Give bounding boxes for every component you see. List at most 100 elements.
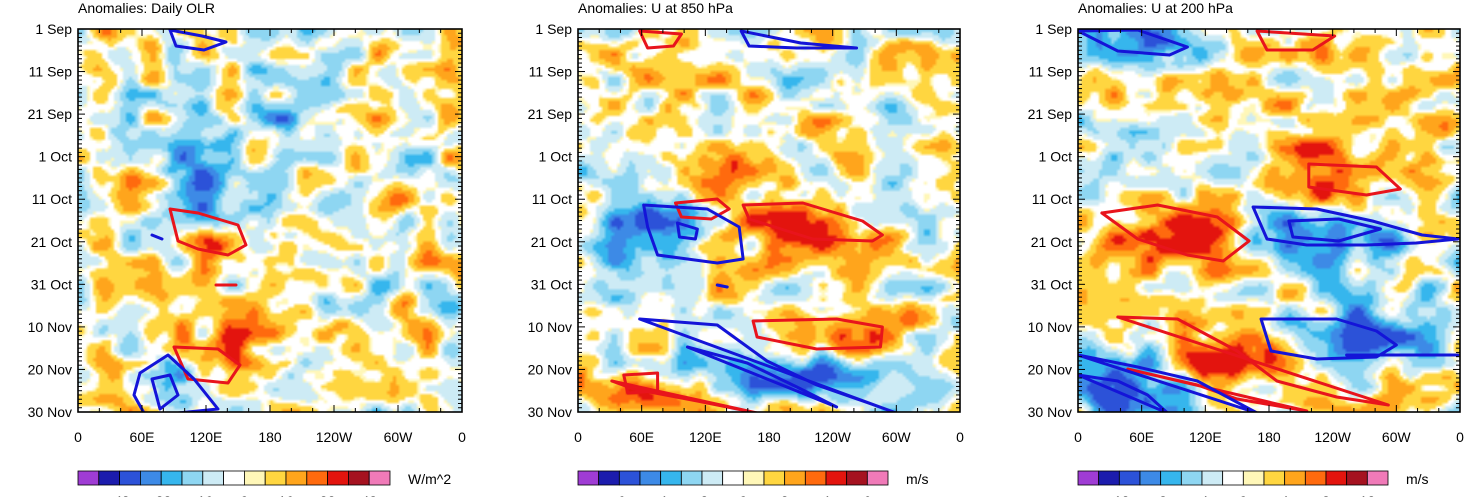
positive-contour (1126, 367, 1309, 412)
negative-contour (1078, 373, 1169, 412)
colorbar-box (1222, 470, 1244, 486)
y-tick-label: 10 Nov (28, 319, 72, 335)
negative-contour (642, 203, 745, 265)
colorbar-box (680, 470, 703, 486)
colorbar-label: -16 (193, 493, 213, 497)
x-tick-label: 0 (458, 429, 466, 445)
colorbar-label: 4 (822, 493, 830, 497)
colorbar-box (598, 470, 620, 486)
colorbar-box (1077, 470, 1100, 486)
colorbar-label: 32 (320, 493, 336, 497)
y-tick-label: 21 Sep (1028, 106, 1073, 122)
x-tick-label: 0 (1456, 429, 1464, 445)
panel-title: Anomalies: U at 850 hPa (578, 0, 733, 16)
y-tick-label: 11 Oct (532, 191, 572, 207)
contour-layer (610, 29, 898, 412)
colorbar-box (1284, 470, 1306, 486)
y-tick-label: 20 Nov (28, 361, 72, 377)
y-tick-label: 31 Oct (1031, 276, 1072, 292)
y-tick-label: 11 Oct (32, 191, 72, 207)
colorbar-box (160, 470, 183, 486)
y-tick-label: 11 Sep (529, 64, 573, 80)
colorbar-box (660, 470, 682, 486)
positive-contour (610, 379, 759, 412)
colorbar-box (639, 470, 662, 486)
colorbar-box (1346, 470, 1368, 486)
colorbar-box (866, 470, 889, 486)
colorbar-label: -32 (151, 493, 171, 497)
x-tick-label: 120E (1189, 429, 1222, 445)
negative-contour (150, 233, 164, 241)
y-tick-label: 1 Oct (539, 149, 573, 165)
y-tick-label: 30 Nov (528, 404, 572, 420)
x-tick-label: 180 (757, 429, 781, 445)
panel-3: 1 Sep 11 Sep 21 Sep 1 Oct 11 Oct 21 Oct 31 Oct… (1028, 0, 1464, 497)
x-tick-label: 60E (629, 429, 654, 445)
x-tick-label: 0 (1074, 429, 1082, 445)
y-tick-label: 10 Nov (528, 319, 572, 335)
x-tick-label: 120W (1314, 429, 1351, 445)
negative-contour (1259, 317, 1398, 361)
negative-contour (675, 221, 699, 241)
colorbar-box (763, 470, 786, 486)
x-tick-label: 60E (130, 429, 155, 445)
positive-contour (673, 197, 731, 221)
x-tick-label: 0 (74, 429, 82, 445)
negative-contour (1251, 205, 1460, 247)
negative-contour (1078, 353, 1259, 412)
colorbar-box (327, 470, 349, 486)
negative-contour (638, 317, 898, 412)
colorbar-box (742, 470, 765, 486)
colorbar-box (264, 470, 287, 486)
y-tick-label: 20 Nov (1028, 361, 1072, 377)
x-tick-label: 180 (1257, 429, 1281, 445)
x-tick-label: 120E (190, 429, 223, 445)
colorbar-box (577, 470, 600, 486)
y-tick-label: 21 Oct (531, 234, 572, 250)
colorbar-box (1325, 470, 1348, 486)
colorbar-label: 8 (1322, 493, 1330, 497)
y-tick-label: 10 Nov (1028, 319, 1072, 335)
colorbar-label: -8 (1154, 493, 1167, 497)
x-tick-label: 0 (574, 429, 582, 445)
negative-contour (685, 345, 839, 409)
contour-layer (1078, 29, 1460, 412)
colorbar-box (1139, 470, 1162, 486)
y-tick-label: 1 Sep (35, 21, 72, 37)
y-tick-label: 1 Sep (535, 21, 572, 37)
y-tick-label: 21 Oct (1031, 234, 1072, 250)
colorbar-units: W/m^2 (408, 471, 451, 487)
positive-contour (168, 207, 248, 257)
y-tick-label: 21 Sep (28, 106, 73, 122)
colorbar-label: -48 (109, 493, 129, 497)
y-tick-label: 1 Sep (1035, 21, 1072, 37)
colorbar-label: -4 (654, 493, 667, 497)
colorbar-box (285, 470, 308, 486)
negative-contour (150, 373, 180, 411)
x-tick-label: 0 (956, 429, 964, 445)
colorbar-label: 12 (1360, 493, 1376, 497)
positive-contour (172, 345, 242, 385)
colorbar-box (1366, 470, 1389, 486)
colorbar-box (825, 470, 848, 486)
colorbar-label: 2 (781, 493, 789, 497)
negative-contour (715, 283, 729, 289)
colorbar-box (181, 470, 204, 486)
positive-contour (741, 201, 884, 243)
colorbar-label: -6 (613, 493, 626, 497)
colorbar-label: 0 (739, 493, 747, 497)
y-tick-label: 21 Sep (528, 106, 573, 122)
x-tick-label: 180 (258, 429, 282, 445)
colorbar-box (1180, 470, 1203, 486)
x-tick-label: 120W (316, 429, 353, 445)
contour-layer (132, 29, 248, 412)
panel-2: 1 Sep 11 Sep 21 Sep 1 Oct 11 Oct 21 Oct 31 Oct… (528, 0, 964, 497)
colorbar-label: -2 (696, 493, 709, 497)
negative-contour (739, 29, 859, 50)
colorbar-box (1201, 470, 1224, 486)
y-tick-label: 21 Oct (31, 234, 72, 250)
colorbar-box (98, 470, 120, 486)
anomaly-field (578, 29, 960, 412)
colorbar-box (722, 470, 744, 486)
